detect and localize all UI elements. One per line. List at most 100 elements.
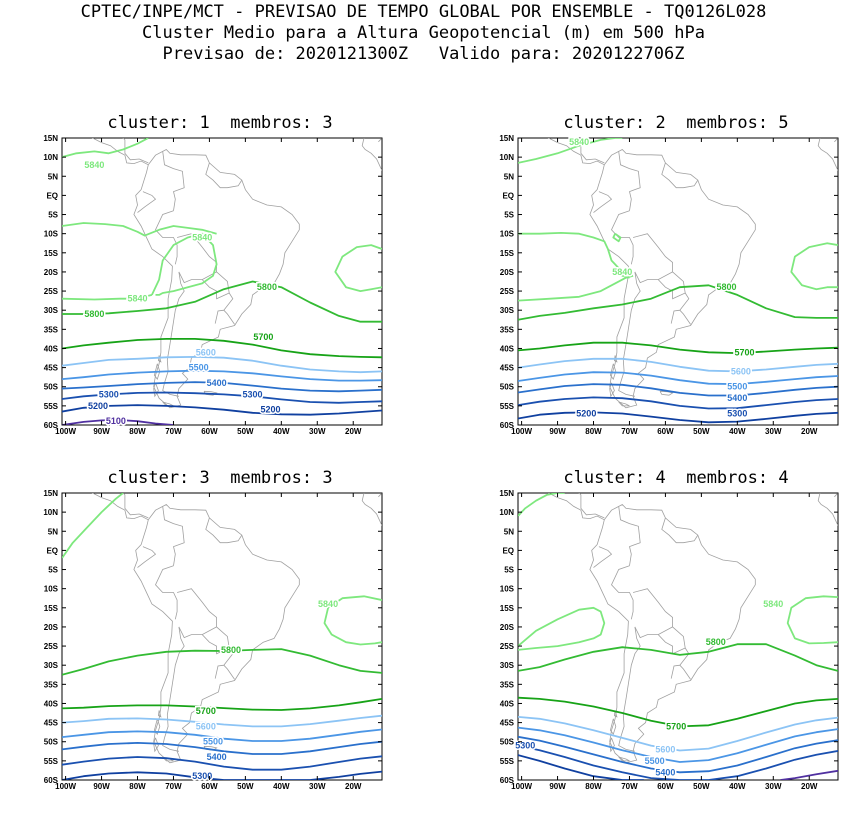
contour-line (518, 643, 838, 672)
lon-label: 40W (273, 427, 290, 436)
coastline (378, 138, 382, 143)
contour-line (62, 369, 382, 382)
lat-label: 55S (44, 757, 59, 766)
lat-label: 15S (44, 604, 59, 613)
contour-label: 5800 (257, 282, 277, 292)
coastline (547, 138, 605, 166)
contour-label: 5500 (727, 382, 747, 392)
contour-label: 5500 (189, 363, 209, 373)
lat-label: 5N (48, 527, 58, 536)
lon-label: 90W (549, 427, 566, 436)
country-border (155, 565, 178, 620)
lon-label: 30W (309, 782, 326, 791)
lat-label: 25S (500, 287, 515, 296)
map-cluster-3: 5840 5800 5700 5600 5500 5400 5300 15N 10N 5N EQ 5S… (43, 489, 383, 791)
contour-line (62, 391, 382, 404)
lon-label: 70W (621, 782, 638, 791)
island (618, 401, 630, 407)
lat-label: 5N (504, 527, 514, 536)
lon-label: 60W (657, 427, 674, 436)
lat-label: 60S (500, 776, 515, 785)
country-border (162, 151, 185, 211)
contour-line (62, 648, 382, 676)
lat-label: 35S (500, 325, 515, 334)
lat-label: 45S (500, 719, 515, 728)
contour-label: 5840 (192, 232, 212, 242)
map-cluster-1: 5840 5840 5840 5800 5800 5700 5600 5500 5400 5300… (43, 134, 383, 436)
lat-label: 30S (44, 306, 59, 315)
lat-label: 10N (499, 508, 514, 517)
contour-label: 5400 (207, 752, 227, 762)
lon-label: 20W (801, 782, 818, 791)
contour-line (518, 744, 838, 780)
lat-label: 60S (44, 776, 59, 785)
cluster-panel-3: cluster: 3 membros: 3 5840 5800 5700 5600 55… (20, 468, 420, 828)
country-border (176, 588, 217, 639)
country-border (223, 309, 235, 325)
panel-title: cluster: 1 membros: 3 (107, 113, 333, 133)
lat-label: 55S (500, 757, 515, 766)
contour-label: 5500 (203, 737, 223, 747)
country-border (611, 210, 634, 265)
country-border (618, 506, 641, 566)
island (618, 756, 630, 762)
lat-label: 30S (44, 661, 59, 670)
lon-label: 100W (55, 782, 76, 791)
contour-line (62, 280, 382, 323)
lat-label: 15S (500, 604, 515, 613)
lat-label: 60S (44, 421, 59, 430)
contour-label: 5100 (106, 416, 126, 426)
coastline (817, 493, 838, 526)
contour-line (518, 357, 838, 373)
contour-label: 5300 (99, 389, 119, 399)
lat-label: 5N (48, 172, 58, 181)
lat-label: EQ (502, 546, 514, 555)
lon-label: 50W (693, 427, 710, 436)
contour-line (151, 232, 218, 296)
lat-label: 20S (500, 268, 515, 277)
contour-label: 5800 (221, 645, 241, 655)
country-border (661, 517, 699, 544)
lat-label: 10S (44, 585, 59, 594)
lat-label: EQ (502, 191, 514, 200)
lat-label: 50S (44, 738, 59, 747)
lon-label: 20W (345, 427, 362, 436)
lat-label: 10N (43, 508, 58, 517)
coastline-south-america (133, 504, 300, 764)
country-border (137, 191, 157, 213)
contour-label: 5700 (253, 332, 273, 342)
contour-line (518, 274, 634, 302)
lon-label: 70W (165, 427, 182, 436)
lat-label: 15N (43, 489, 58, 498)
contour-line (518, 754, 644, 780)
contour-line (62, 770, 382, 780)
contour-line (62, 698, 382, 711)
country-border (618, 271, 641, 397)
lat-label: 50S (500, 383, 515, 392)
coastline (122, 138, 149, 164)
lat-label: 45S (44, 719, 59, 728)
island (659, 390, 674, 396)
contour-label: 5400 (207, 378, 227, 388)
country-border (679, 664, 691, 680)
contour-label: 5840 (318, 599, 338, 609)
lat-label: 50S (44, 383, 59, 392)
lat-label: 15N (499, 134, 514, 143)
lon-label: 90W (549, 782, 566, 791)
contour-label: 5600 (655, 744, 675, 754)
contour-line (62, 493, 124, 559)
contour-label: 5400 (655, 767, 675, 777)
lon-label: 100W (511, 782, 532, 791)
country-border (661, 162, 699, 189)
coastline-south-america (589, 504, 756, 764)
lon-label: 30W (309, 427, 326, 436)
lat-label: 35S (500, 680, 515, 689)
country-border (657, 271, 686, 300)
lat-label: 5N (504, 172, 514, 181)
coastline (834, 493, 838, 498)
lat-label: 40S (44, 344, 59, 353)
contour-line (334, 244, 382, 292)
contour-line (518, 411, 838, 424)
island (613, 710, 618, 718)
